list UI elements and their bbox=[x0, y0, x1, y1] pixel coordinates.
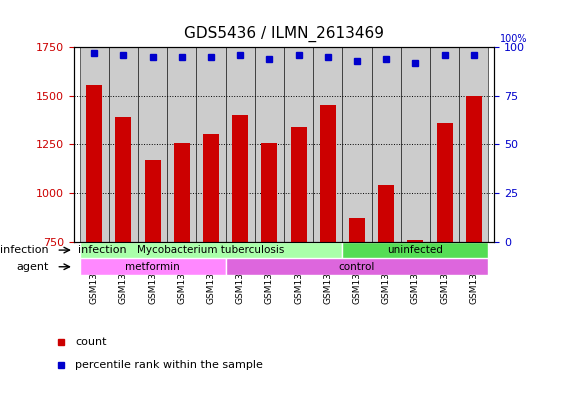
Bar bbox=[466, 96, 482, 242]
Text: GDS5436 / ILMN_2613469: GDS5436 / ILMN_2613469 bbox=[184, 26, 384, 42]
Bar bbox=[86, 85, 102, 242]
Bar bbox=[225, 47, 255, 242]
Bar bbox=[430, 47, 459, 242]
Text: Mycobacterium tuberculosis: Mycobacterium tuberculosis bbox=[137, 245, 285, 255]
Bar bbox=[109, 47, 138, 242]
Text: control: control bbox=[339, 262, 375, 272]
Bar bbox=[320, 105, 336, 242]
Bar bbox=[349, 219, 365, 242]
Text: infection: infection bbox=[78, 245, 127, 255]
Text: count: count bbox=[75, 337, 106, 347]
Bar bbox=[343, 47, 371, 242]
Bar bbox=[459, 47, 488, 242]
Bar bbox=[407, 240, 423, 242]
Bar bbox=[167, 47, 197, 242]
Bar bbox=[197, 47, 225, 242]
Bar bbox=[80, 259, 225, 275]
Bar bbox=[401, 47, 430, 242]
Bar bbox=[291, 127, 307, 242]
Bar bbox=[115, 117, 131, 242]
Bar bbox=[145, 160, 161, 242]
Text: percentile rank within the sample: percentile rank within the sample bbox=[75, 360, 263, 371]
Bar bbox=[261, 143, 277, 242]
Bar bbox=[174, 143, 190, 242]
Bar bbox=[203, 134, 219, 242]
Text: metformin: metformin bbox=[126, 262, 180, 272]
Bar bbox=[371, 47, 401, 242]
Bar bbox=[313, 47, 343, 242]
Bar bbox=[343, 242, 488, 259]
Text: uninfected: uninfected bbox=[387, 245, 443, 255]
Bar bbox=[378, 185, 394, 242]
Bar bbox=[80, 47, 109, 242]
Bar bbox=[80, 242, 343, 259]
Bar bbox=[437, 123, 453, 242]
Text: 100%: 100% bbox=[500, 34, 527, 44]
Bar bbox=[232, 115, 248, 242]
Bar bbox=[284, 47, 313, 242]
Text: infection: infection bbox=[1, 245, 49, 255]
Bar bbox=[225, 259, 488, 275]
Text: agent: agent bbox=[16, 262, 49, 272]
Bar bbox=[138, 47, 167, 242]
Bar bbox=[255, 47, 284, 242]
